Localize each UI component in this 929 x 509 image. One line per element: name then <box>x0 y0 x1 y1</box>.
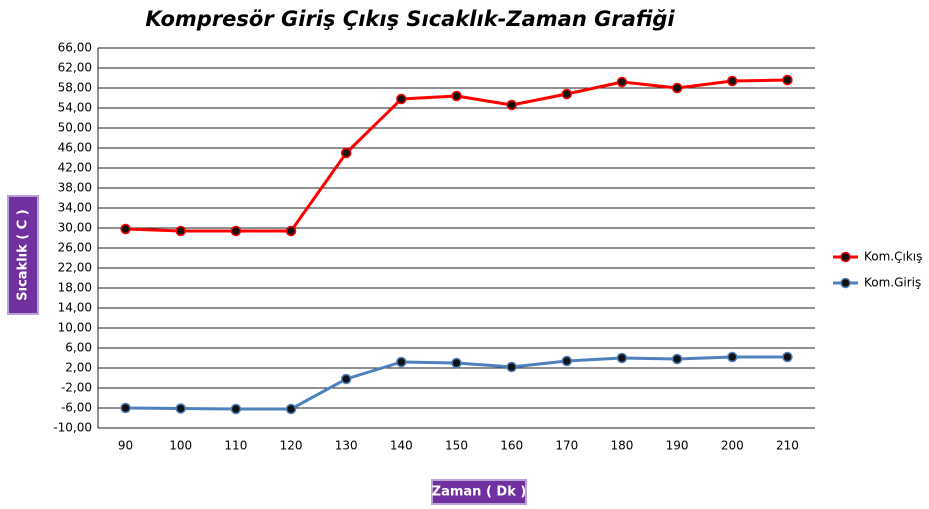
y-tick-label: 42,00 <box>58 161 92 175</box>
x-axis-label: Zaman ( Dk ) <box>432 485 527 500</box>
data-point <box>727 351 738 363</box>
data-point <box>561 88 573 100</box>
data-point <box>727 75 738 87</box>
y-tick-label: 58,00 <box>58 81 92 95</box>
y-tick-label: 26,00 <box>58 241 92 255</box>
legend-marker <box>840 277 851 289</box>
legend-label: Kom.Çıkış <box>864 250 922 264</box>
x-tick-label: 200 <box>721 439 744 453</box>
y-tick-label: -2,00 <box>61 381 92 395</box>
x-tick-label: 190 <box>666 439 689 453</box>
data-point <box>396 93 407 105</box>
x-tick-label: 140 <box>390 439 413 453</box>
data-point <box>175 403 186 414</box>
x-tick-label: 150 <box>445 439 468 453</box>
data-point <box>120 223 131 235</box>
y-tick-label: 10,00 <box>58 321 92 335</box>
y-tick-label: -10,00 <box>53 421 92 435</box>
y-tick-label: 66,00 <box>58 41 92 55</box>
data-point <box>340 147 352 159</box>
data-point <box>340 373 352 385</box>
legend-label: Kom.Giriş <box>864 276 921 290</box>
data-point <box>451 90 462 102</box>
y-tick-label: 54,00 <box>58 101 92 115</box>
y-tick-label: 18,00 <box>58 281 92 295</box>
data-point <box>616 76 628 88</box>
y-tick-label: 34,00 <box>58 201 92 215</box>
data-point <box>782 74 793 86</box>
data-point <box>285 403 297 415</box>
chart-title: Kompresör Giriş Çıkış Sıcaklık-Zaman Gra… <box>145 7 675 31</box>
x-tick-label: 180 <box>611 439 634 453</box>
data-point <box>175 225 186 237</box>
data-point <box>230 403 242 415</box>
x-tick-label: 100 <box>169 439 192 453</box>
data-point <box>506 361 517 373</box>
x-tick-label: 110 <box>224 439 247 453</box>
y-label-box <box>7 195 39 315</box>
data-point <box>396 356 407 368</box>
x-tick-label: 170 <box>555 439 578 453</box>
data-point <box>506 99 517 111</box>
data-point <box>230 225 242 237</box>
x-tick-label: 90 <box>118 439 133 453</box>
x-tick-label: 160 <box>500 439 523 453</box>
y-tick-label: 6,00 <box>65 341 92 355</box>
legend-marker <box>840 251 851 263</box>
y-tick-label: 14,00 <box>58 301 92 315</box>
data-point <box>285 225 297 237</box>
data-point <box>451 357 462 369</box>
y-tick-label: 30,00 <box>58 221 92 235</box>
data-point <box>616 352 628 364</box>
x-tick-label: 210 <box>776 439 799 453</box>
data-point <box>782 351 793 363</box>
y-tick-label: 50,00 <box>58 121 92 135</box>
x-tick-label: 130 <box>335 439 358 453</box>
y-tick-label: 38,00 <box>58 181 92 195</box>
data-point <box>671 353 683 365</box>
data-point <box>120 402 131 414</box>
y-tick-label: 62,00 <box>58 61 92 75</box>
data-point <box>671 82 683 94</box>
y-tick-label: -6,00 <box>61 401 92 415</box>
y-axis-label: Sıcaklık ( C ) <box>16 209 31 301</box>
x-label-box <box>431 479 527 505</box>
y-tick-label: 46,00 <box>58 141 92 155</box>
data-point <box>561 355 573 367</box>
y-tick-label: 22,00 <box>58 261 92 275</box>
y-tick-label: 2,00 <box>65 361 92 375</box>
x-tick-label: 120 <box>280 439 303 453</box>
